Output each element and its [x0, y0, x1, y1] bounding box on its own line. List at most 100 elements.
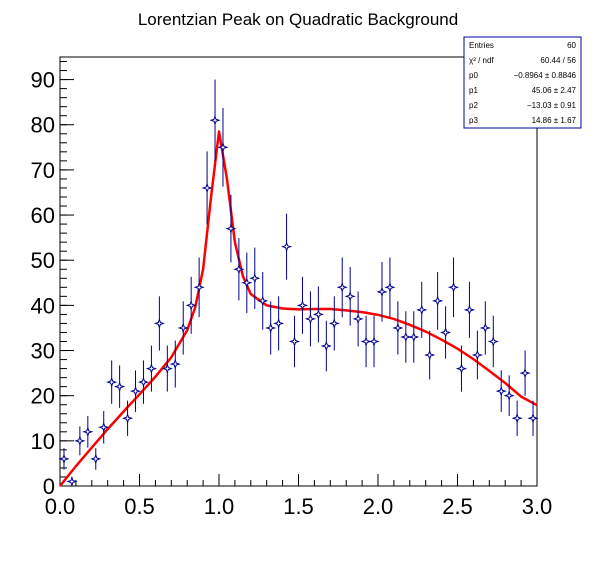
y-tick-label: 80: [31, 113, 55, 138]
point-marker: [169, 358, 181, 370]
data-point: [241, 252, 253, 314]
data-point: [447, 257, 460, 318]
point-marker: [400, 331, 412, 343]
data-point: [487, 315, 499, 368]
data-point: [257, 271, 269, 330]
point-marker: [296, 299, 309, 311]
data-point: [249, 247, 261, 309]
data-point: [82, 416, 94, 448]
y-tick-label: 0: [43, 474, 55, 499]
y-tick-label: 90: [31, 68, 55, 93]
point-marker: [511, 412, 523, 424]
data-point: [416, 281, 428, 338]
point-marker: [82, 426, 94, 438]
point-marker: [432, 295, 444, 307]
point-marker: [98, 421, 110, 433]
stats-entries-label: Entries: [469, 41, 494, 50]
point-marker: [177, 322, 189, 334]
point-marker: [273, 317, 285, 330]
data-point: [217, 108, 229, 187]
point-marker: [288, 335, 301, 348]
y-tick-label: 20: [31, 384, 55, 409]
data-point: [352, 291, 364, 347]
point-marker: [503, 390, 515, 402]
data-point: [328, 296, 340, 351]
data-point: [177, 301, 189, 355]
point-marker: [408, 331, 420, 343]
data-point: [145, 345, 158, 392]
data-point: [432, 271, 444, 330]
y-tick-labels: 0 10 20 30 40 50 60 70 80 90: [31, 68, 55, 499]
fit-curve-layer: [59, 130, 538, 487]
data-point: [320, 320, 332, 372]
y-tick-label: 60: [31, 203, 55, 228]
data-point: [121, 400, 134, 436]
data-point: [392, 301, 404, 355]
data-point: [225, 194, 237, 263]
point-marker: [479, 322, 491, 334]
data-point: [424, 330, 436, 380]
data-point: [376, 262, 388, 322]
y-tick-label: 50: [31, 248, 55, 273]
point-marker: [145, 363, 158, 375]
point-marker: [320, 340, 332, 352]
point-marker: [416, 304, 428, 316]
point-marker: [121, 412, 134, 424]
point-marker: [455, 363, 468, 375]
stats-box: Entries 60 χ² / ndf 60.44 / 56 p0 −0.896…: [463, 36, 582, 129]
data-point: [368, 315, 380, 368]
x-tick-label: 2.5: [442, 494, 473, 519]
point-marker: [249, 272, 261, 284]
point-marker: [368, 335, 380, 348]
data-point: [265, 301, 277, 355]
data-points-layer: [58, 79, 539, 488]
data-point: [169, 340, 181, 388]
point-marker: [344, 290, 356, 302]
point-marker: [106, 376, 118, 388]
chart-title: Lorentzian Peak on Quadratic Background: [138, 10, 458, 29]
data-point: [408, 311, 420, 363]
data-point: [511, 400, 523, 436]
point-marker: [328, 317, 340, 330]
data-point: [106, 360, 118, 404]
y-tick-label: 40: [31, 293, 55, 318]
point-marker: [153, 317, 165, 330]
point-marker: [392, 322, 404, 334]
stats-chi2-label: χ² / ndf: [469, 56, 494, 65]
point-marker: [352, 313, 364, 325]
data-point: [495, 370, 507, 412]
point-marker: [304, 313, 317, 325]
data-point: [280, 213, 293, 280]
point-marker: [471, 349, 483, 361]
data-point: [58, 448, 70, 470]
data-point: [193, 257, 205, 318]
x-tick-label: 2.0: [363, 494, 394, 519]
point-marker: [90, 453, 102, 465]
stats-chi2-value: 60.44 / 56: [540, 56, 576, 65]
stats-p3-label: p3: [469, 116, 478, 125]
data-point: [161, 345, 173, 392]
stats-p2-label: p2: [469, 101, 478, 110]
point-marker: [280, 241, 293, 253]
x-tick-label: 1.0: [204, 494, 235, 519]
point-marker: [209, 114, 221, 126]
data-point: [304, 291, 317, 347]
data-point: [463, 281, 476, 338]
data-point: [519, 350, 531, 396]
point-marker: [519, 367, 531, 379]
point-marker: [161, 363, 173, 375]
y-tick-label: 70: [31, 158, 55, 183]
stats-box-frame: [463, 36, 582, 129]
point-marker: [265, 322, 277, 334]
fit-curve: [59, 130, 538, 487]
point-marker: [129, 385, 142, 397]
data-point: [90, 448, 102, 470]
data-point: [129, 370, 142, 412]
data-point: [296, 276, 309, 334]
data-point: [209, 79, 221, 161]
data-point: [439, 306, 452, 359]
point-marker: [527, 412, 539, 424]
data-point: [455, 345, 468, 392]
data-point: [479, 301, 491, 355]
